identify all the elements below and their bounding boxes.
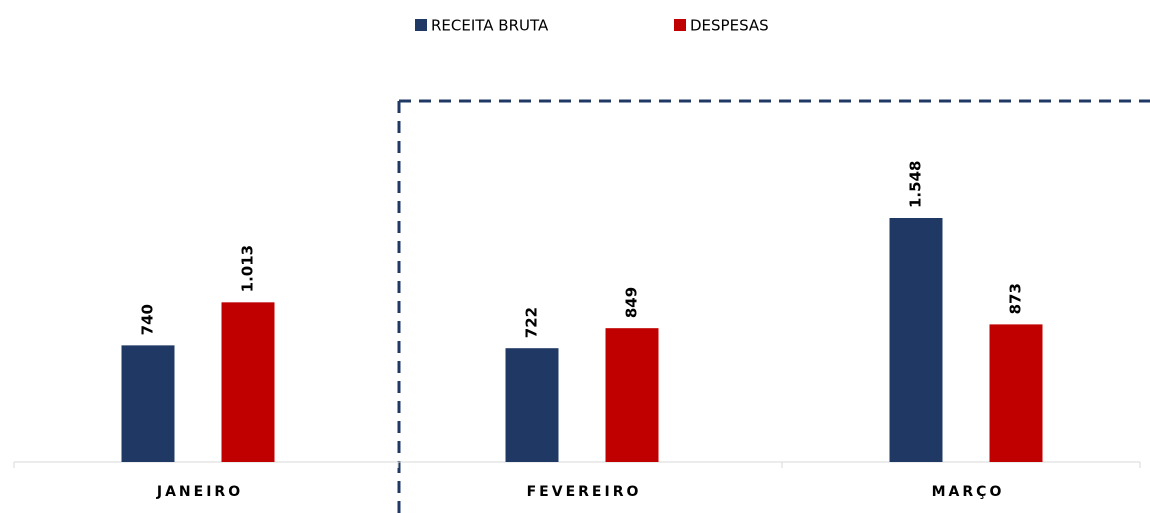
value-label: 740 xyxy=(139,304,157,335)
period-frame xyxy=(397,99,1150,513)
x-tick-label: FEVEREIRO xyxy=(527,484,642,500)
x-tick-label: MARÇO xyxy=(932,484,1005,500)
bar xyxy=(605,328,659,462)
legend-swatch xyxy=(674,19,686,31)
bar xyxy=(505,348,559,462)
legend-swatch xyxy=(415,19,427,31)
legend-label: DESPESAS xyxy=(690,17,769,35)
bar xyxy=(221,302,275,462)
value-label: 1.548 xyxy=(907,161,925,208)
value-label: 722 xyxy=(523,307,541,338)
value-label: 873 xyxy=(1007,283,1025,314)
bar xyxy=(121,345,175,462)
value-label: 1.013 xyxy=(239,245,257,292)
bar xyxy=(989,324,1043,462)
legend-label: RECEITA BRUTA xyxy=(431,17,549,35)
x-tick-label: JANEIRO xyxy=(156,484,243,500)
value-label: 849 xyxy=(623,287,641,318)
bar xyxy=(889,218,943,462)
